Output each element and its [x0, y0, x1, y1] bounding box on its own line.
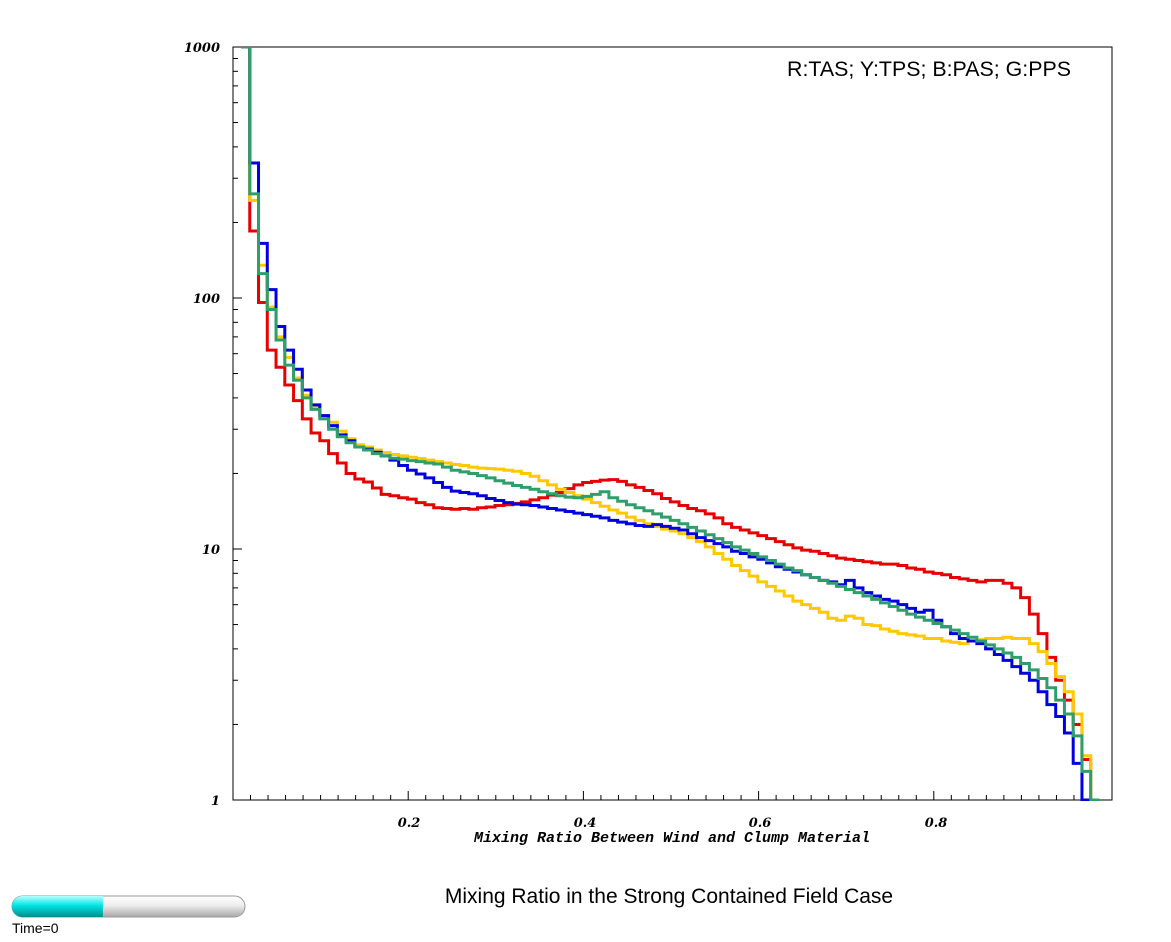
plot-frame [232, 46, 1113, 801]
legend-text: R:TAS; Y:TPS; B:PAS; G:PPS [787, 58, 1071, 81]
y-tick-label: 1 [211, 794, 220, 809]
series-line-4 [241, 47, 1100, 801]
x-tick-label: 0.2 [398, 816, 421, 831]
series-line-3 [241, 47, 1091, 801]
series-line-1 [241, 47, 1100, 801]
x-tick-label: 0.8 [925, 816, 948, 831]
time-label: Time=0 [12, 920, 59, 936]
time-slider[interactable] [11, 895, 246, 918]
x-axis-title: Mixing Ratio Between Wind and Clump Mate… [473, 830, 870, 847]
x-tick-label: 0.4 [574, 816, 597, 831]
y-tick-label: 100 [193, 292, 220, 307]
series-line-2 [241, 47, 1100, 801]
series-layer [241, 47, 1100, 801]
time-slider-fill [12, 896, 103, 917]
y-tick-label: 10 [202, 543, 220, 558]
x-axis-ticks [250, 791, 1092, 800]
chart-title: Mixing Ratio in the Strong Contained Fie… [445, 885, 893, 908]
x-tick-label: 0.6 [749, 816, 772, 831]
y-axis-ticks [233, 46, 242, 801]
y-tick-label: 1000 [184, 41, 220, 56]
time-slider-fill-edge [92, 896, 103, 917]
